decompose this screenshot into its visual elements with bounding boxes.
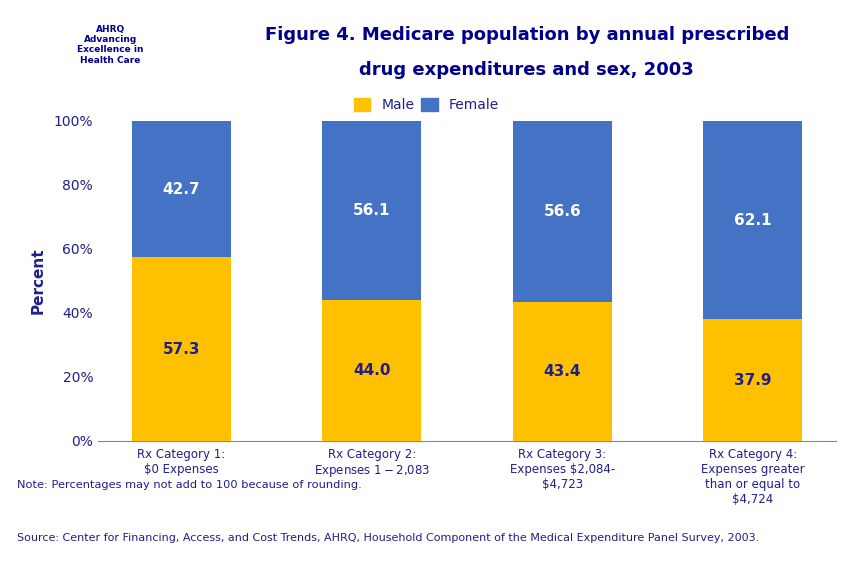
Y-axis label: Percent: Percent xyxy=(31,248,45,314)
Legend: Male, Female: Male, Female xyxy=(349,94,503,116)
Bar xyxy=(322,300,421,441)
Bar xyxy=(131,121,230,257)
Bar xyxy=(512,302,611,441)
Text: 56.6: 56.6 xyxy=(543,204,580,219)
Bar xyxy=(322,120,421,300)
Text: 37.9: 37.9 xyxy=(734,373,771,388)
Bar xyxy=(703,121,802,320)
Bar xyxy=(131,257,230,441)
Text: Source: Center for Financing, Access, and Cost Trends, AHRQ, Household Component: Source: Center for Financing, Access, an… xyxy=(17,533,758,543)
Bar xyxy=(703,320,802,441)
Text: 56.1: 56.1 xyxy=(353,203,390,218)
Text: 42.7: 42.7 xyxy=(162,181,199,197)
Text: 62.1: 62.1 xyxy=(734,213,771,228)
Text: 44.0: 44.0 xyxy=(353,363,390,378)
Bar xyxy=(512,121,611,302)
Text: 43.4: 43.4 xyxy=(543,364,580,379)
Text: AHRQ
Advancing
Excellence in
Health Care: AHRQ Advancing Excellence in Health Care xyxy=(77,25,143,65)
Text: 57.3: 57.3 xyxy=(162,342,199,357)
Text: Note: Percentages may not add to 100 because of rounding.: Note: Percentages may not add to 100 bec… xyxy=(17,480,361,490)
Text: drug expenditures and sex, 2003: drug expenditures and sex, 2003 xyxy=(359,60,694,78)
Text: Figure 4. Medicare population by annual prescribed: Figure 4. Medicare population by annual … xyxy=(264,26,788,44)
